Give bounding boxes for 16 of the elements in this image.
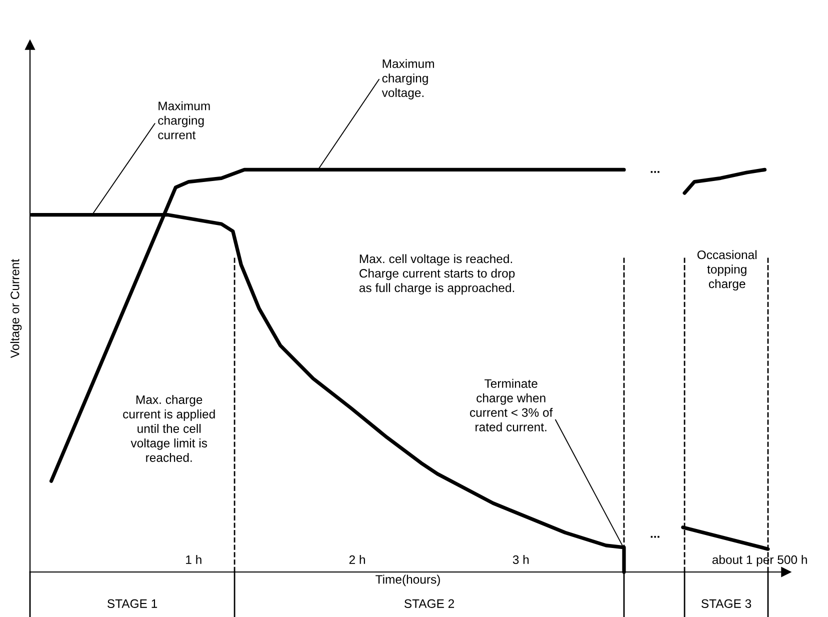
x-tick-label: 3 h <box>512 555 529 564</box>
text: STAGE 3 <box>701 599 752 608</box>
annotation: ... <box>650 536 660 538</box>
y-axis-title: Voltage or Current <box>10 258 22 358</box>
text: STAGE 2 <box>404 599 454 608</box>
annotation: Maximum charging voltage. <box>382 59 434 100</box>
annotation: Terminate charge when current < 3% of rated current. <box>470 378 553 432</box>
x-tick-label: 2 h <box>349 555 365 564</box>
text: STAGE 1 <box>107 599 158 608</box>
annotation: Maximum charging current <box>158 101 210 140</box>
annotation: Max. cell voltage is reached. Charge current starts to drop as full charge is approached. <box>359 254 515 295</box>
annotation: Max. charge current is applied until the cell voltage limit is reached. <box>123 394 215 462</box>
x-tick-label: 1 h <box>186 555 202 564</box>
x-axis-title: Time(hours) <box>376 574 440 586</box>
annotation: Occasional topping charge <box>697 250 757 291</box>
annotation: ... <box>650 171 660 173</box>
